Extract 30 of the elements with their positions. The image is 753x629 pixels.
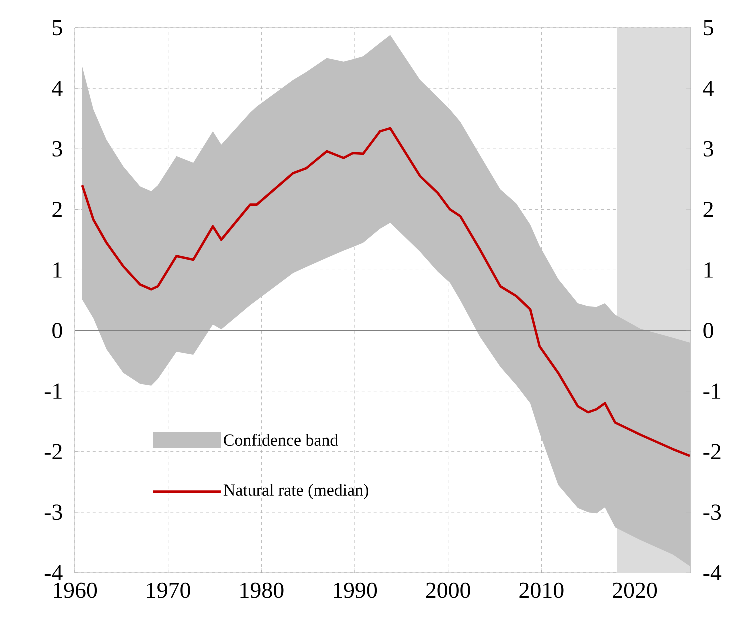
y2-tick-label: 3 (704, 141, 714, 157)
y-tick-label: -1 (44, 384, 62, 399)
line-series (81, 127, 692, 458)
y2-tick-label: -3 (704, 504, 722, 520)
y2-tick-label: 0 (704, 323, 714, 339)
y2-tick-label: 5 (704, 20, 714, 36)
y-tick-label: -3 (44, 504, 62, 520)
x-tick-label: 1970 (147, 582, 190, 598)
y2-tick-label: 2 (704, 202, 714, 218)
x-tick-label: 1980 (240, 582, 284, 598)
y-tick-label: 5 (53, 20, 62, 36)
y2-tick-label: -2 (704, 444, 721, 460)
y2-tick-label: 1 (704, 262, 713, 278)
annotation: Confidence band (224, 434, 338, 446)
y-tick-label: 1 (54, 262, 62, 278)
x-tick-label: 2020 (613, 582, 658, 598)
y-tick-label: -4 (44, 565, 63, 581)
y-tick-label: 3 (52, 141, 62, 157)
y2-tick-label: -1 (704, 384, 721, 399)
legend-label: Natural rate (median) (224, 484, 368, 500)
x-tick-label: 1960 (54, 582, 98, 598)
y2-tick-label: 4 (703, 81, 714, 96)
x-tick-label: 1990 (334, 582, 378, 598)
y-tick-label: 0 (52, 323, 62, 339)
x-tick-label: 2010 (520, 582, 564, 598)
x-tick-label: 2000 (426, 582, 470, 598)
y-tick-label: 2 (52, 202, 62, 218)
y2-tick-label: -4 (704, 565, 722, 581)
y-tick-label: 4 (52, 81, 63, 96)
y-tick-label: -2 (44, 444, 62, 460)
